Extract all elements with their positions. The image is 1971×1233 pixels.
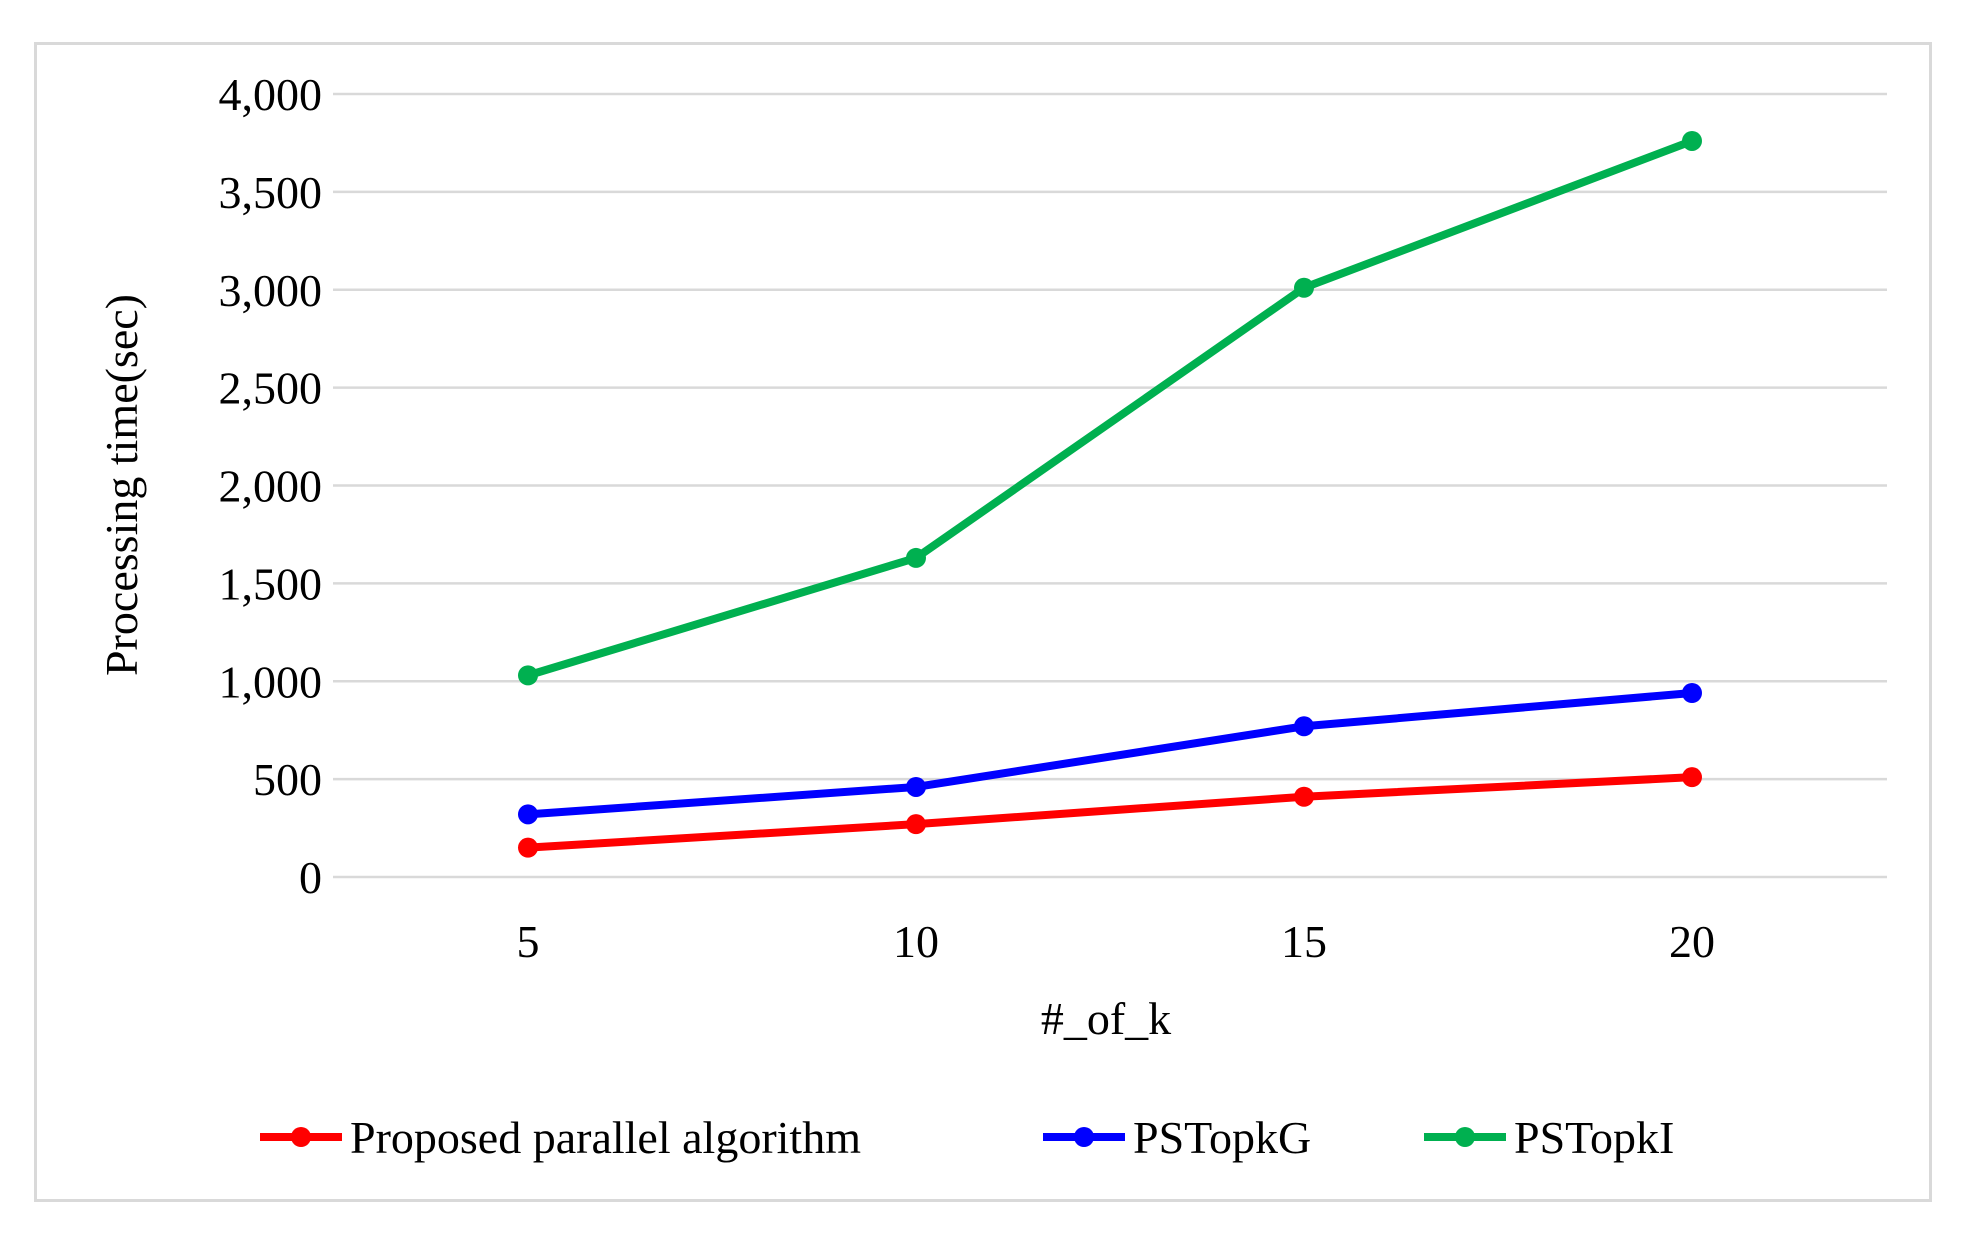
legend-item-2: PSTopkI: [1424, 1112, 1674, 1163]
x-tick-label-10: 10: [893, 916, 939, 967]
legend-label-2: PSTopkI: [1514, 1112, 1674, 1163]
legend-label-1: PSTopkG: [1133, 1112, 1311, 1163]
x-tick-label-5: 5: [517, 916, 540, 967]
x-axis-title: #_of_k: [1041, 993, 1171, 1044]
series-0-point-2: [1294, 786, 1314, 807]
series-0-point-1: [906, 814, 926, 835]
y-tick-label-2500: 2,500: [219, 363, 323, 414]
series-2-point-2: [1294, 277, 1314, 298]
y-axis-ticks: 0 500 1,000 1,500 2,000 2,500 3,000 3,500 4,000: [219, 69, 323, 903]
series-1-point-3: [1682, 682, 1702, 703]
y-tick-label-500: 500: [253, 754, 322, 805]
y-tick-label-0: 0: [299, 852, 322, 903]
series-0: [518, 767, 1702, 858]
y-axis-title: Processing time(sec): [96, 294, 147, 676]
y-tick-label-4000: 4,000: [219, 69, 323, 120]
y-tick-label-1500: 1,500: [219, 558, 323, 609]
grid-lines: [333, 92, 1887, 879]
series-0-point-0: [518, 837, 538, 858]
legend-swatch-marker-1: [1074, 1127, 1094, 1147]
series-2: [518, 130, 1702, 686]
series-1-point-2: [1294, 716, 1314, 737]
legend-label-0: Proposed parallel algorithm: [350, 1112, 861, 1163]
series-2-point-3: [1682, 130, 1702, 151]
chart-frame: [34, 42, 1932, 1202]
series-line-1: [524, 688, 1696, 819]
legend-item-1: PSTopkG: [1043, 1112, 1311, 1163]
series-1-point-0: [518, 804, 538, 825]
legend-item-0: Proposed parallel algorithm: [260, 1112, 861, 1163]
series-2-point-1: [906, 547, 926, 568]
series-line-2: [524, 136, 1696, 680]
legend-swatch-marker-0: [291, 1127, 311, 1147]
legend: Proposed parallel algorithm PSTopkG PSTopk…: [260, 1112, 1674, 1163]
series-lines: [518, 130, 1702, 858]
x-axis-ticks: 5 10 15 20: [517, 916, 1716, 967]
x-tick-label-15: 15: [1281, 916, 1327, 967]
series-1-point-1: [906, 776, 926, 797]
series-1: [518, 682, 1702, 825]
x-tick-label-20: 20: [1669, 916, 1715, 967]
series-0-point-3: [1682, 767, 1702, 788]
y-tick-label-3500: 3,500: [219, 167, 323, 218]
series-line-0: [524, 773, 1696, 852]
legend-swatch-marker-2: [1455, 1127, 1475, 1147]
y-tick-label-2000: 2,000: [219, 461, 323, 512]
series-2-point-0: [518, 665, 538, 686]
y-tick-label-3000: 3,000: [219, 265, 323, 316]
y-tick-label-1000: 1,000: [219, 656, 323, 707]
